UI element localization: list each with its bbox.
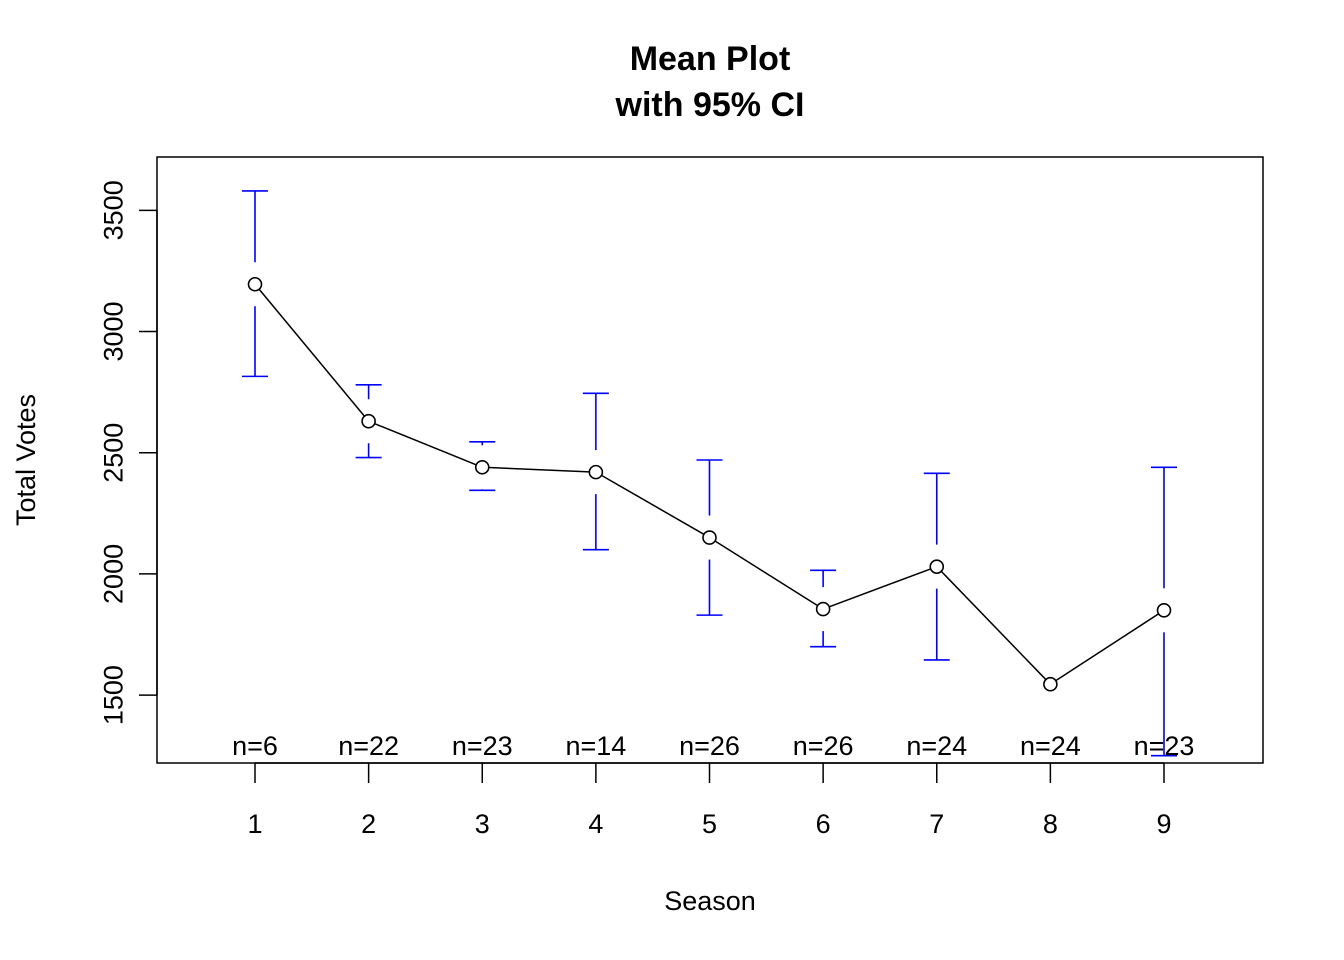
ci-bar bbox=[469, 441, 496, 492]
mean-line-group bbox=[258, 288, 1159, 682]
n-label: n=14 bbox=[565, 731, 626, 761]
y-axis-label: Total Votes bbox=[11, 394, 41, 526]
n-label: n=24 bbox=[1020, 731, 1081, 761]
mean-point bbox=[361, 413, 376, 429]
y-tick-label: 2500 bbox=[98, 423, 128, 483]
n-label: n=22 bbox=[338, 731, 399, 761]
chart-subtitle: with 95% CI bbox=[615, 86, 805, 124]
ci-bar bbox=[923, 472, 950, 661]
mean-line-segment bbox=[940, 570, 1047, 681]
n-label: n=26 bbox=[679, 731, 740, 761]
ci-bar bbox=[242, 190, 268, 378]
mean-point bbox=[929, 559, 945, 574]
mean-point bbox=[1043, 676, 1058, 692]
n-label: n=26 bbox=[793, 731, 854, 761]
ci-bar bbox=[1151, 466, 1177, 757]
y-axis: 1500 2000 2500 3000 3500 bbox=[98, 180, 158, 725]
chart-title: Mean Plot bbox=[630, 40, 791, 78]
ci-bar bbox=[696, 459, 723, 616]
n-label: n=6 bbox=[232, 731, 278, 761]
x-tick-label: 7 bbox=[929, 809, 944, 839]
mean-point bbox=[1156, 602, 1172, 618]
mean-point bbox=[815, 601, 831, 617]
x-tick-label: 1 bbox=[247, 809, 262, 839]
mean-line-segment bbox=[828, 568, 931, 608]
mean-line-segment bbox=[601, 474, 705, 535]
y-tick-label: 2000 bbox=[98, 544, 128, 604]
y-tick-label: 3000 bbox=[98, 301, 128, 361]
mean-point bbox=[588, 464, 604, 480]
n-label: n=23 bbox=[1134, 731, 1195, 761]
mean-point bbox=[247, 276, 263, 292]
ci-bar bbox=[810, 569, 837, 648]
mean-point bbox=[702, 530, 717, 545]
y-tick-label: 3500 bbox=[98, 180, 128, 240]
mean-line-segment bbox=[1055, 613, 1159, 682]
mean-line-segment bbox=[258, 288, 366, 417]
x-tick-label: 9 bbox=[1156, 809, 1171, 839]
x-tick-label: 6 bbox=[816, 809, 831, 839]
mean-points bbox=[247, 276, 1172, 692]
mean-line-segment bbox=[488, 466, 590, 473]
ci-bar bbox=[355, 384, 382, 459]
mean-line-segment bbox=[714, 540, 819, 607]
x-tick-label: 5 bbox=[702, 809, 717, 839]
x-tick-label: 3 bbox=[475, 809, 490, 839]
x-tick-label: 4 bbox=[588, 809, 603, 839]
x-axis-label: Season bbox=[664, 886, 756, 916]
x-tick-label: 8 bbox=[1043, 809, 1058, 839]
ci-bars bbox=[242, 190, 1177, 757]
n-label: n=24 bbox=[906, 731, 967, 761]
ci-bar bbox=[582, 392, 609, 551]
y-tick-label: 1500 bbox=[98, 665, 128, 725]
n-labels: n=6 n=22 n=23 n=14 n=26 n=26 n=24 n=24 n=23 bbox=[232, 731, 1194, 761]
x-tick-label: 2 bbox=[361, 809, 376, 839]
x-axis: 1 2 3 4 5 6 7 8 9 bbox=[247, 762, 1172, 839]
n-label: n=23 bbox=[452, 731, 513, 761]
mean-line-segment bbox=[374, 422, 477, 466]
mean-point bbox=[474, 459, 490, 475]
